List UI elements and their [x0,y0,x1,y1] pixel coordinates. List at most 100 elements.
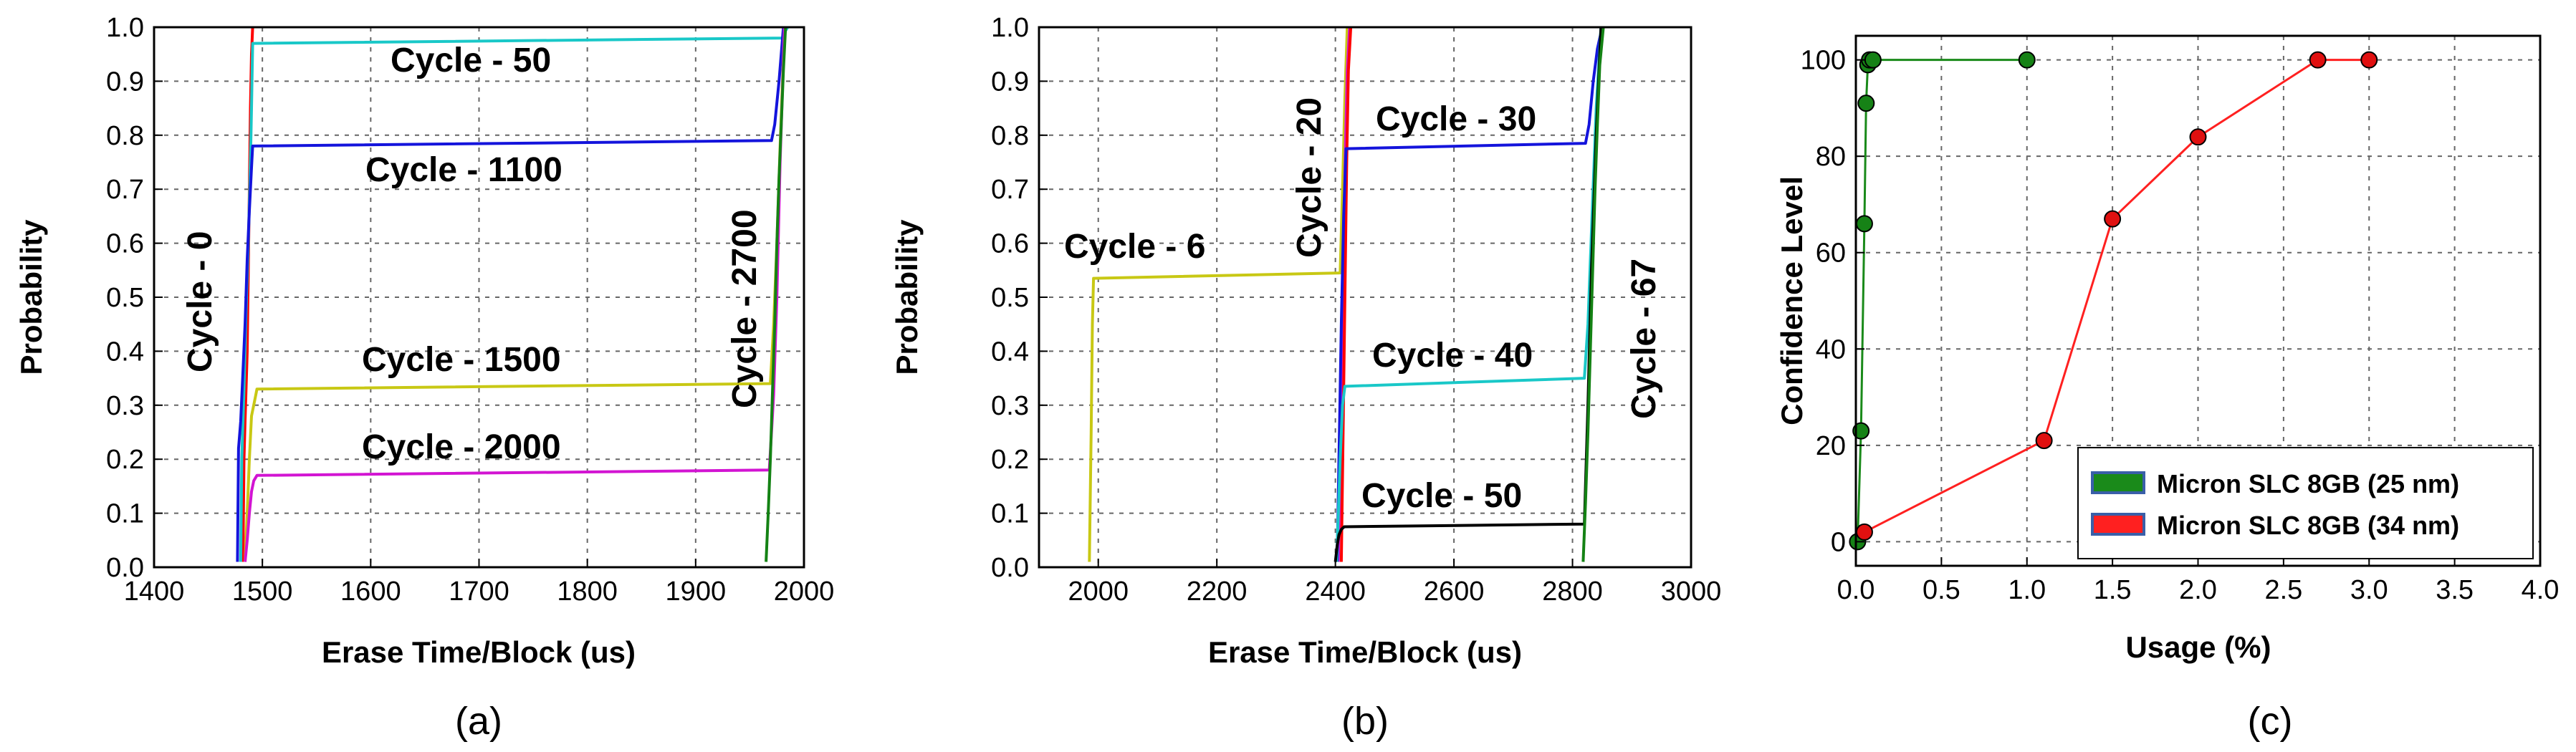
series-line-cycle-67 [1581,26,1605,562]
chart-panel-c: 0.0 0.5 1.0 1.5 2.0 2.5 3.0 3.5 4.0020406080100 … [1775,34,2560,743]
y-tick-label: 0.9 [106,67,144,97]
y-tick-label: 0.6 [991,229,1029,259]
annotations-b: Cycle - 6 Cycle - 20 Cycle - 30 Cycle - … [1064,97,1663,515]
x-tick-label: 2600 [1424,577,1485,607]
x-tick-label: 2400 [1305,577,1366,607]
data-point-micron-slc-8gb-34-nm [2360,51,2378,69]
x-tick-label: 3000 [1661,577,1722,607]
x-tick-label: 1.0 [2008,575,2046,605]
x-tick-label: 0.0 [1837,575,1875,605]
y-tick-label: 0.7 [991,175,1029,205]
panel-label-b: (b) [1341,700,1389,743]
y-tick-label: 1.0 [106,13,144,43]
y-tick-label: 0.0 [991,553,1029,583]
y-axis-label-b: Probability [890,219,924,375]
annotation-cycle-6-b: Cycle - 6 [1064,228,1205,266]
series-line-cycle-1100 [236,26,785,562]
y-tick-label: 0.1 [106,499,144,529]
data-point-micron-slc-8gb-25-nm [1852,422,1870,440]
data-point-micron-slc-8gb-25-nm [2018,51,2036,69]
y-tick-label: 0.8 [106,121,144,151]
series-line-cycle-20-fast [1339,26,1353,562]
x-tick-label: 2000 [1068,577,1129,607]
legend-label-34nm: Micron SLC 8GB (34 nm) [2157,511,2459,540]
annotation-cycle-1100-a: Cycle - 1100 [365,151,562,189]
annotation-cycle-20-b: Cycle - 20 [1291,97,1328,258]
y-tick-label: 0.4 [106,337,144,367]
legend-c: Micron SLC 8GB (25 nm) Micron SLC 8GB (3… [2077,447,2534,559]
y-tick-label: 0.5 [991,283,1029,313]
annotation-cycle-50-a: Cycle - 50 [391,42,551,79]
annotation-cycle-0-a: Cycle - 0 [181,231,219,372]
chart-panel-a: 1400 1500 1600 1700 1800 1900 2000 0.0 0.1 0.2 0.3… [14,13,834,743]
annotation-cycle-67-b: Cycle - 67 [1625,259,1663,419]
y-tick-label: 1.0 [991,13,1029,43]
series-line-cycle-30 [1336,26,1604,562]
series-line-cycle-1500 [244,26,786,562]
ticks-a: 1400 1500 1600 1700 1800 1900 2000 0.0 0.1 0.2 0.3… [106,13,834,607]
annotation-cycle-40-b: Cycle - 40 [1372,337,1533,375]
y-tick-label: 80 [1816,142,1846,172]
x-tick-label: 0.5 [1923,575,1960,605]
data-point-micron-slc-8gb-34-nm [2035,432,2053,450]
y-tick-label: 0.8 [991,121,1029,151]
series-line-cycle-6 [1088,26,1349,562]
annotation-cycle-2000-a: Cycle - 2000 [362,428,561,466]
x-tick-label: 1800 [557,577,618,607]
series-line-cycle-2000 [244,26,786,562]
y-tick-label: 0.7 [106,175,144,205]
y-tick-label: 0.6 [106,229,144,259]
x-axis-label-b: Erase Time/Block (us) [1208,635,1522,669]
annotation-cycle-1500-a: Cycle - 1500 [362,341,561,379]
data-point-micron-slc-8gb-34-nm [2309,51,2327,69]
y-tick-label: 0.4 [991,337,1029,367]
legend-swatch-34nm [2091,513,2145,536]
y-axis-label-a: Probability [14,219,48,375]
x-tick-label: 1600 [340,577,401,607]
y-tick-label: 0 [1831,527,1846,557]
x-tick-label: 1700 [449,577,509,607]
y-tick-label: 0.1 [991,499,1029,529]
x-axis-label-c: Usage (%) [2125,630,2271,664]
data-point-micron-slc-8gb-25-nm [1855,215,1873,233]
x-tick-label: 3.0 [2350,575,2388,605]
y-axis-label-c: Confidence Level [1775,176,1809,425]
x-tick-label: 1400 [124,577,185,607]
annotation-cycle-50-b: Cycle - 50 [1361,477,1522,515]
legend-swatch-25nm [2091,471,2145,494]
x-axis-label-a: Erase Time/Block (us) [322,635,636,669]
x-tick-label: 2800 [1542,577,1603,607]
x-tick-label: 3.5 [2436,575,2474,605]
y-tick-label: 0.2 [991,445,1029,475]
series-b [1088,26,1605,562]
data-point-micron-slc-8gb-25-nm [1857,95,1875,112]
series-line-cycle-2700 [765,26,787,562]
series-line-cycle-50 [239,26,790,562]
y-tick-label: 0.2 [106,445,144,475]
panel-label-c: (c) [2248,700,2293,743]
y-tick-label: 0.3 [106,391,144,421]
x-tick-label: 4.0 [2522,575,2560,605]
data-point-micron-slc-8gb-34-nm [2104,210,2122,228]
chart-panel-b: 2000 2200 2400 2600 2800 3000 0.0 0.1 0.2 0.3 0.4 0… [890,13,1721,743]
data-point-micron-slc-8gb-34-nm [1855,523,1873,541]
data-point-micron-slc-8gb-25-nm [1864,51,1882,69]
annotations-a: Cycle - 50 Cycle - 1100 Cycle - 1500 Cyc… [181,42,764,466]
y-tick-label: 20 [1816,431,1846,461]
y-tick-label: 60 [1816,238,1846,269]
y-tick-label: 100 [1801,46,1846,76]
x-tick-label: 1500 [232,577,293,607]
series-a [236,26,790,562]
y-tick-label: 0.0 [106,553,144,583]
y-tick-label: 40 [1816,334,1846,365]
y-tick-label: 0.9 [991,67,1029,97]
panel-label-a: (a) [455,700,502,743]
annotation-cycle-30-b: Cycle - 30 [1376,100,1536,138]
x-tick-label: 2000 [774,577,835,607]
y-tick-label: 0.3 [991,391,1029,421]
y-tick-label: 0.5 [106,283,144,313]
x-tick-label: 2.0 [2179,575,2217,605]
data-point-micron-slc-8gb-34-nm [2189,128,2207,146]
ticks-b: 2000 2200 2400 2600 2800 3000 0.0 0.1 0.2 0.3 0.4 0… [991,13,1721,607]
